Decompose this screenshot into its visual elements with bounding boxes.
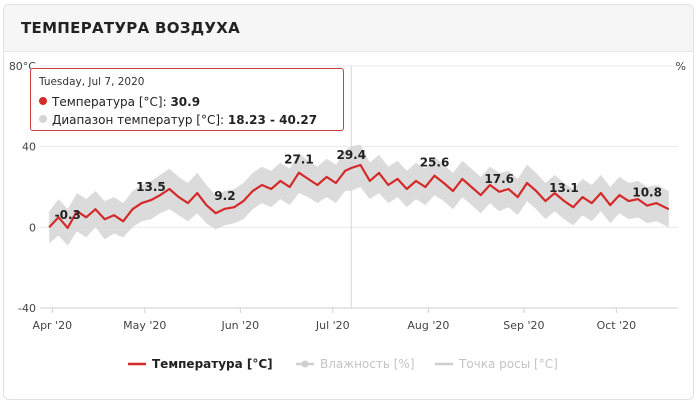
x-tick-label: May '20 — [123, 319, 166, 332]
data-label: 27.1 — [284, 153, 314, 167]
x-tick-label: Aug '20 — [407, 319, 449, 332]
legend-item-label[interactable]: Влажность [%] — [320, 357, 415, 371]
temperature-range-area — [49, 144, 669, 246]
tooltip-date: Tuesday, Jul 7, 2020 — [39, 76, 145, 88]
x-tick-label: Oct '20 — [597, 319, 637, 332]
legend-item-label[interactable]: Точка росы [°C] — [458, 357, 558, 371]
chart-title: ТЕМПЕРАТУРА ВОЗДУХА — [21, 19, 241, 37]
data-label: 10.8 — [632, 186, 662, 200]
tooltip-range-label: Диапазон температур [°C]: — [52, 113, 228, 127]
right-axis-label: % — [676, 60, 686, 73]
tooltip-temp-label: Температура [°C]: — [52, 95, 171, 109]
chart-tooltip: Tuesday, Jul 7, 2020 Температура [°C]: 3… — [30, 68, 344, 131]
x-tick-label: Sep '20 — [503, 319, 544, 332]
x-tick-label: Jun '20 — [220, 319, 259, 332]
x-tick-label: Jul '20 — [315, 319, 350, 332]
range-dot-icon — [39, 115, 47, 123]
data-label: 17.6 — [484, 172, 514, 186]
tooltip-temp-value: 30.9 — [170, 95, 201, 109]
temperature-line — [48, 163, 670, 229]
data-label: 25.6 — [420, 156, 450, 170]
tooltip-range-row: Диапазон температур [°C]: 18.23 - 40.27 — [39, 111, 335, 129]
tooltip-temp-row: Температура [°C]: 30.9 — [39, 93, 335, 111]
legend-item-label[interactable]: Температура [°C] — [152, 357, 273, 371]
y-tick-label: 80°C — [9, 60, 36, 73]
data-label: 29.4 — [336, 148, 366, 162]
x-tick-label: Apr '20 — [33, 319, 73, 332]
y-tick-label: -40 — [18, 302, 36, 315]
legend-marker[interactable] — [301, 360, 309, 368]
data-label: -0.3 — [55, 208, 81, 222]
tooltip-range-value: 18.23 - 40.27 — [227, 113, 318, 127]
data-label: 9.2 — [214, 189, 235, 203]
y-tick-label: 40 — [22, 141, 36, 154]
y-tick-label: 0 — [29, 221, 36, 234]
data-label: 13.1 — [549, 181, 579, 195]
data-label: 13.5 — [136, 180, 166, 194]
card-header: ТЕМПЕРАТУРА ВОЗДУХА — [4, 5, 693, 52]
temp-dot-icon — [39, 97, 47, 105]
